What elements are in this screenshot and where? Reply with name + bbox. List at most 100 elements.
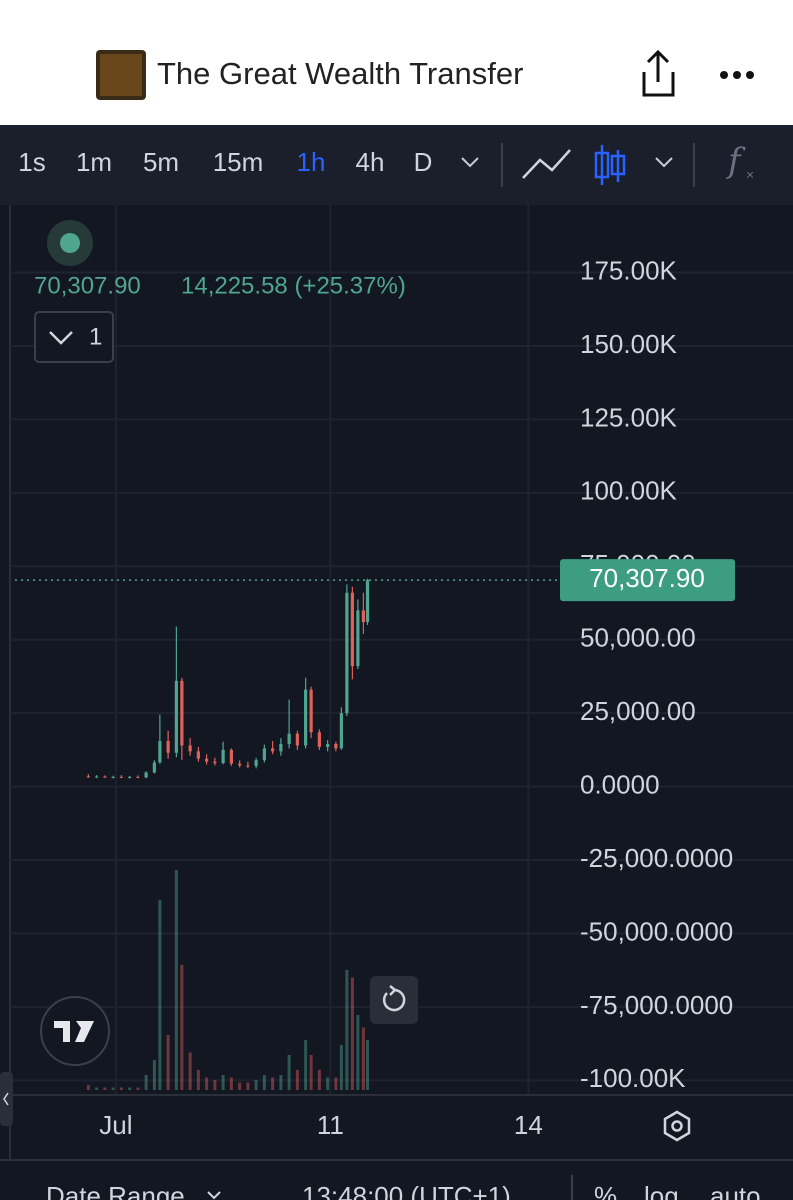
channel-icon-art — [100, 54, 142, 96]
interval-button[interactable]: 4h — [356, 147, 385, 177]
candle-body — [188, 745, 192, 752]
interval-button[interactable]: D — [414, 147, 433, 177]
volume-bar — [158, 900, 162, 1090]
candle-body — [158, 741, 162, 763]
candle-body — [365, 580, 370, 623]
candle-body — [279, 743, 283, 752]
percent-toggle[interactable]: % — [594, 1181, 617, 1200]
candle-body — [356, 610, 360, 667]
settings-button[interactable] — [663, 1110, 691, 1142]
candle-body — [361, 610, 365, 623]
y-tick-label: 25,000.00 — [580, 696, 696, 726]
candle-body — [254, 760, 258, 767]
candle-body — [326, 743, 330, 747]
volume-bar — [254, 1080, 258, 1090]
candle-body — [238, 763, 242, 766]
log-toggle[interactable]: log — [644, 1181, 679, 1200]
side-tab[interactable] — [0, 1072, 13, 1126]
volume-bar — [356, 1015, 360, 1090]
volume-bar — [205, 1077, 209, 1090]
candle-body — [180, 680, 184, 746]
candle-body — [103, 776, 107, 778]
clock[interactable]: 13:48:00 (UTC+1) — [302, 1181, 511, 1200]
candle-body — [246, 765, 250, 767]
volume-bar — [350, 977, 354, 1090]
chevron — [49, 331, 73, 345]
volume-bar — [196, 1070, 200, 1090]
candle-body — [205, 758, 209, 762]
y-tick-label: 100.00K — [580, 476, 678, 506]
toolbar-bg — [0, 125, 793, 205]
candle-body — [174, 680, 178, 753]
legend-price: 70,307.90 — [34, 272, 141, 299]
candle-body — [262, 748, 266, 761]
candle-body — [304, 689, 308, 746]
volume-bar — [326, 1077, 330, 1090]
volume-bar — [128, 1087, 132, 1090]
x-tick-label: Jul — [99, 1110, 132, 1140]
interval-button[interactable]: 1h — [297, 147, 326, 177]
candle-chart-button[interactable] — [594, 145, 626, 185]
auto-toggle[interactable]: auto — [710, 1181, 761, 1200]
volume-bar — [188, 1052, 192, 1090]
chart-bg — [10, 205, 793, 1095]
reset-icon-arrow — [389, 985, 397, 996]
candle-body — [229, 749, 233, 764]
volume-bar — [262, 1075, 266, 1090]
candle-body — [144, 772, 148, 778]
volume-bar — [238, 1082, 242, 1090]
y-tick-label: 0.0000 — [580, 769, 660, 799]
volume-bar — [304, 1040, 308, 1090]
candle-body — [95, 776, 99, 778]
side-tab-arrow — [3, 1092, 9, 1106]
interval-button[interactable]: 5m — [143, 147, 179, 177]
interval-dropdown[interactable] — [461, 157, 479, 168]
volume-bar — [295, 1070, 299, 1090]
tv-logo-mark — [54, 1021, 94, 1042]
y-tick-label: -75,000.0000 — [580, 990, 733, 1020]
candle-body — [111, 776, 115, 778]
volume-bar — [309, 1055, 313, 1090]
indicator-count: 1 — [89, 323, 102, 350]
volume-bar — [144, 1075, 148, 1090]
date-range-button[interactable]: Date Range — [46, 1181, 185, 1200]
chart-type-dropdown[interactable] — [655, 157, 673, 168]
more-button[interactable] — [720, 71, 754, 79]
volume-bar — [180, 965, 184, 1090]
volume-bar — [279, 1075, 283, 1090]
interval-button[interactable]: 1m — [76, 147, 112, 177]
candle-body — [86, 776, 90, 778]
candle-body — [136, 776, 140, 778]
volume-bar — [119, 1087, 123, 1090]
volume-bar — [136, 1087, 140, 1090]
candle-body — [213, 761, 217, 764]
interval-button[interactable]: 1s — [18, 147, 45, 177]
reset-icon — [382, 988, 406, 1012]
volume-bar — [111, 1087, 115, 1090]
candle-body — [295, 733, 299, 746]
candle-body — [287, 733, 291, 744]
interval-button[interactable]: 15m — [213, 147, 264, 177]
y-tick-label: -100.00K — [580, 1063, 686, 1093]
volume-bar — [271, 1077, 275, 1090]
line-chart-button[interactable] — [522, 149, 571, 179]
y-tick-label: 50,000.00 — [580, 623, 696, 653]
candle-body — [271, 748, 275, 752]
volume-bar — [166, 1035, 170, 1090]
volume-bar — [174, 870, 178, 1090]
candle-body — [128, 776, 132, 778]
volume-bar — [152, 1060, 156, 1090]
indicators-toggle[interactable] — [34, 311, 114, 363]
volume-bar — [86, 1085, 90, 1090]
reset-button[interactable] — [370, 976, 418, 1024]
candle-body — [350, 592, 354, 667]
candle-body — [334, 743, 338, 749]
share-button[interactable] — [642, 49, 675, 97]
legend-change: 14,225.58 (+25.37%) — [181, 272, 406, 299]
tv-logo[interactable] — [40, 996, 110, 1066]
x-tick-label: 14 — [514, 1110, 543, 1140]
candle-body — [317, 732, 321, 747]
candle-body — [339, 713, 343, 749]
